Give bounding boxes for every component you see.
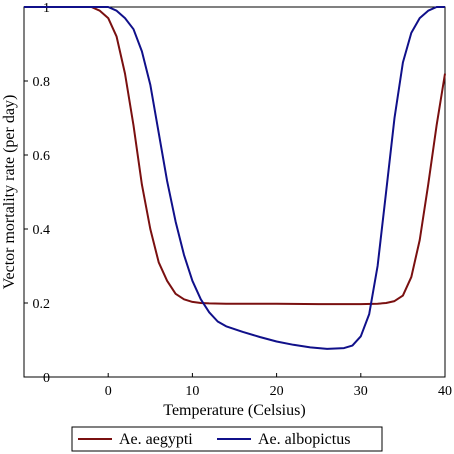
axis-ticks: 0 10 20 30 40 0 0.2 0.4 0.6 0.8 1	[24, 1, 452, 399]
y-tick-label: 0.6	[33, 149, 51, 164]
x-tick-label: 40	[438, 384, 452, 399]
x-axis-label: Temperature (Celsius)	[163, 402, 305, 419]
legend-label-aegypti: Ae. aegypti	[119, 431, 193, 448]
legend: Ae. aegypti Ae. albopictus	[71, 426, 383, 452]
series-lines	[24, 6, 446, 350]
x-tick-label: 30	[354, 384, 368, 399]
legend-label-albopictus: Ae. albopictus	[258, 431, 350, 448]
x-tick-label: 20	[270, 384, 284, 399]
series-line-albopictus	[24, 6, 445, 350]
series-line-aegypti	[24, 6, 446, 306]
x-tick-label: 10	[185, 384, 199, 399]
y-tick-label: 0	[43, 371, 50, 386]
y-tick-label: 0.4	[33, 223, 51, 238]
x-tick-label: 0	[105, 384, 112, 399]
y-tick-label: 1	[43, 1, 50, 16]
y-tick-label: 0.8	[33, 75, 51, 90]
y-axis-label: Vector mortality rate (per day)	[1, 95, 18, 290]
y-tick-label: 0.2	[33, 297, 51, 312]
plot-frame	[23, 6, 446, 378]
